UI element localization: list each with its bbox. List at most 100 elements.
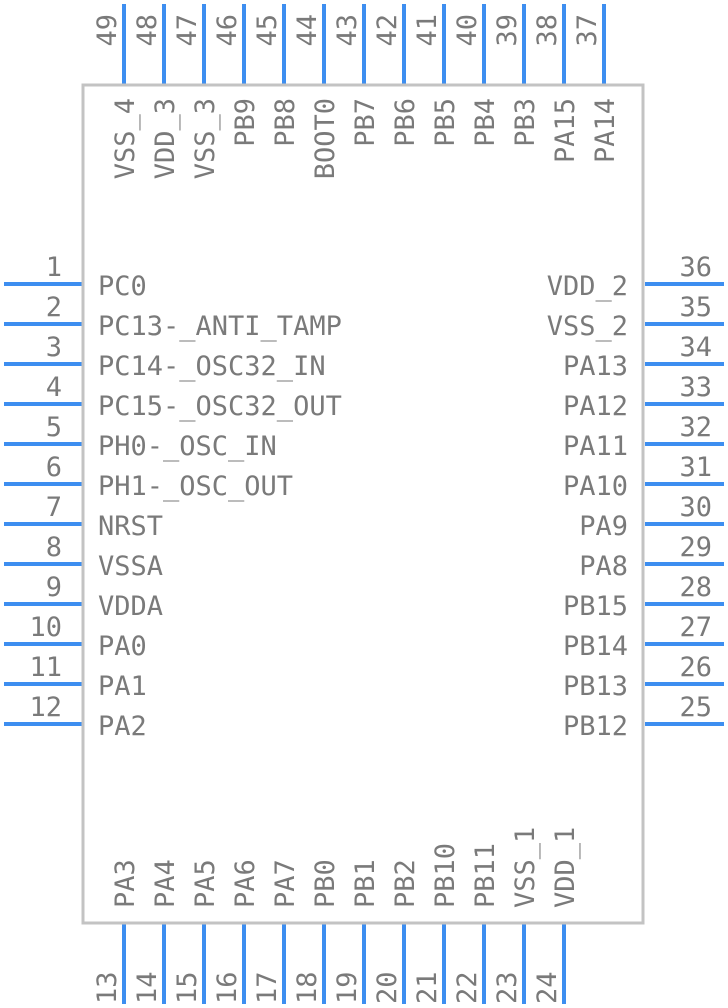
pin-number-20: 20: [372, 971, 403, 1004]
pin-name-23: VSS_1: [510, 827, 541, 908]
pin-number-38: 38: [532, 14, 563, 47]
pin-number-18: 18: [292, 971, 323, 1004]
chip-body: [81, 83, 645, 925]
pin-number-28: 28: [679, 572, 712, 603]
pin-number-31: 31: [679, 452, 712, 483]
pin-number-42: 42: [372, 14, 403, 47]
pin-number-24: 24: [532, 971, 563, 1004]
pin-number-17: 17: [252, 971, 283, 1004]
pin-number-36: 36: [679, 252, 712, 283]
pin-name-10: PA0: [98, 631, 147, 662]
pin-name-24: VDD_1: [550, 827, 581, 908]
pin-name-9: VDDA: [98, 591, 163, 622]
pin-number-33: 33: [679, 372, 712, 403]
pin-number-4: 4: [46, 372, 62, 403]
pin-number-23: 23: [492, 971, 523, 1004]
pin-name-8: VSSA: [98, 551, 163, 582]
pin-number-47: 47: [172, 14, 203, 47]
pin-number-45: 45: [252, 14, 283, 47]
pin-name-22: PB11: [470, 843, 501, 908]
pin-number-34: 34: [679, 332, 712, 363]
pin-number-29: 29: [679, 532, 712, 563]
pin-name-32: PA11: [563, 431, 628, 462]
pin-number-48: 48: [132, 14, 163, 47]
pin-name-5: PH0-_OSC_IN: [98, 431, 277, 462]
pin-number-25: 25: [679, 692, 712, 723]
pin-number-21: 21: [412, 971, 443, 1004]
pin-number-9: 9: [46, 572, 62, 603]
pin-number-2: 2: [46, 292, 62, 323]
pin-number-26: 26: [679, 652, 712, 683]
pin-number-12: 12: [29, 692, 62, 723]
pin-number-35: 35: [679, 292, 712, 323]
pin-number-10: 10: [29, 612, 62, 643]
pin-name-44: BOOT0: [310, 98, 341, 179]
pin-number-15: 15: [172, 971, 203, 1004]
pin-name-43: PB7: [350, 98, 381, 147]
pin-name-46: PB9: [230, 98, 261, 147]
pin-name-11: PA1: [98, 671, 147, 702]
pin-name-2: PC13-_ANTI_TAMP: [98, 311, 342, 342]
pin-number-11: 11: [29, 652, 62, 683]
pin-name-34: PA13: [563, 351, 628, 382]
pin-name-30: PA9: [579, 511, 628, 542]
pin-name-48: VDD_3: [150, 98, 181, 179]
pin-name-26: PB13: [563, 671, 628, 702]
pin-name-17: PA7: [270, 859, 301, 908]
pin-name-45: PB8: [270, 98, 301, 147]
pin-name-41: PB5: [430, 98, 461, 147]
pin-number-39: 39: [492, 14, 523, 47]
pin-number-43: 43: [332, 14, 363, 47]
pin-name-39: PB3: [510, 98, 541, 147]
pin-name-19: PB1: [350, 859, 381, 908]
pin-name-40: PB4: [470, 98, 501, 147]
pin-name-1: PC0: [98, 271, 147, 302]
pin-name-15: PA5: [190, 859, 221, 908]
pin-number-44: 44: [292, 14, 323, 47]
pin-number-40: 40: [452, 14, 483, 47]
pin-number-1: 1: [46, 252, 62, 283]
pin-number-30: 30: [679, 492, 712, 523]
pin-name-47: VSS_3: [190, 98, 221, 179]
pin-number-49: 49: [92, 14, 123, 47]
pin-number-32: 32: [679, 412, 712, 443]
pin-name-35: VSS_2: [547, 311, 628, 342]
pin-number-8: 8: [46, 532, 62, 563]
pin-number-5: 5: [46, 412, 62, 443]
pin-number-37: 37: [572, 14, 603, 47]
pins-layer: [4, 4, 724, 1004]
labels-layer: 1 PC0 2 PC13-_ANTI_TAMP 3 PC14-_OSC32_IN 4 PC15…: [29, 14, 712, 1004]
pin-number-3: 3: [46, 332, 62, 363]
pin-number-27: 27: [679, 612, 712, 643]
pin-name-27: PB14: [563, 631, 628, 662]
pin-name-16: PA6: [230, 859, 261, 908]
pin-name-42: PB6: [390, 98, 421, 147]
pin-name-31: PA10: [563, 471, 628, 502]
pin-name-49: VSS_4: [110, 98, 141, 179]
pin-name-20: PB2: [390, 859, 421, 908]
pin-name-12: PA2: [98, 711, 147, 742]
pin-name-33: PA12: [563, 391, 628, 422]
pin-name-13: PA3: [110, 859, 141, 908]
pin-number-41: 41: [412, 14, 443, 47]
pin-name-6: PH1-_OSC_OUT: [98, 471, 293, 502]
pin-number-14: 14: [132, 971, 163, 1004]
pin-name-38: PA15: [550, 98, 581, 163]
pin-name-18: PB0: [310, 859, 341, 908]
pin-number-13: 13: [92, 971, 123, 1004]
pin-number-6: 6: [46, 452, 62, 483]
pin-name-14: PA4: [150, 859, 181, 908]
pin-number-22: 22: [452, 971, 483, 1004]
pin-name-25: PB12: [563, 711, 628, 742]
pin-name-37: PA14: [590, 98, 621, 163]
pin-name-28: PB15: [563, 591, 628, 622]
pin-name-36: VDD_2: [547, 271, 628, 302]
pin-name-7: NRST: [98, 511, 163, 542]
pin-number-19: 19: [332, 971, 363, 1004]
pin-name-4: PC15-_OSC32_OUT: [98, 391, 342, 422]
pin-number-46: 46: [212, 14, 243, 47]
pin-number-7: 7: [46, 492, 62, 523]
pin-name-3: PC14-_OSC32_IN: [98, 351, 326, 382]
pin-name-21: PB10: [430, 843, 461, 908]
